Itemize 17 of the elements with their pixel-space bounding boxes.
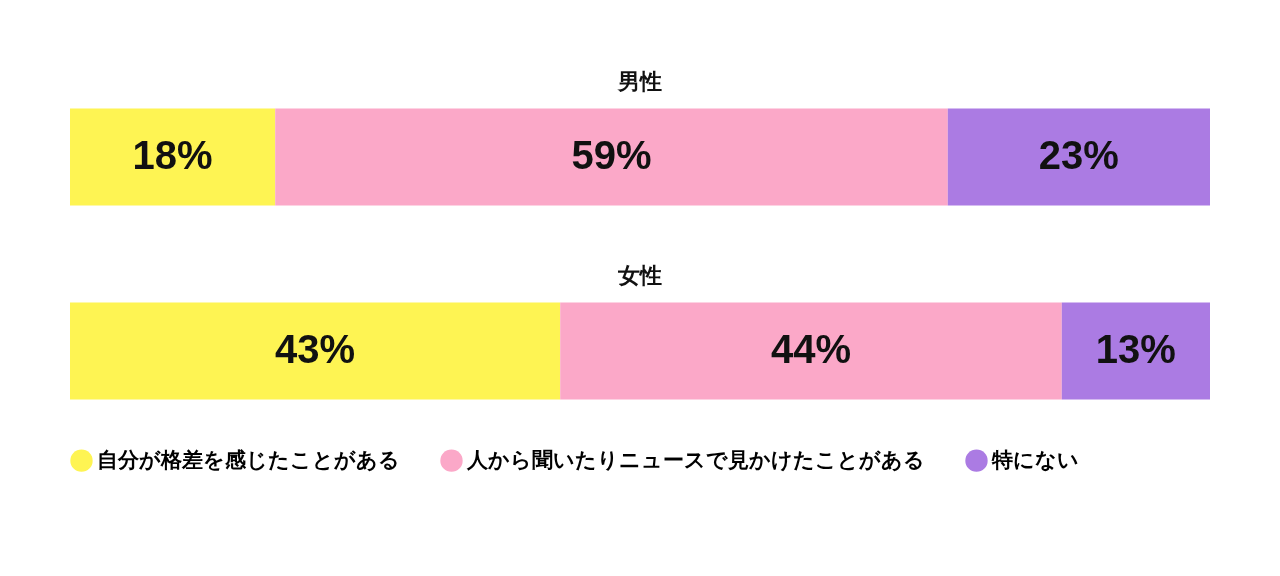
data-label: 23%: [1038, 132, 1119, 177]
data-label: 44%: [770, 327, 852, 372]
legend-label: 自分が格差を感じたことがある: [97, 447, 400, 472]
y-tick-label: 男性: [617, 68, 662, 94]
bar: [275, 108, 948, 206]
bar: [947, 108, 1210, 206]
bar: [560, 302, 1062, 400]
data-label: 43%: [275, 327, 356, 372]
bar: [70, 302, 561, 400]
data-label: 59%: [571, 132, 652, 177]
bar: [70, 108, 276, 206]
data-label: 18%: [132, 132, 213, 177]
y-tick-label: 女性: [617, 263, 662, 289]
data-label: 13%: [1095, 327, 1176, 372]
bar: [1061, 302, 1210, 400]
legend-label: 特にない: [991, 447, 1079, 472]
legend-label: 人から聞いたりニュースで見かけたことがある: [466, 447, 925, 472]
